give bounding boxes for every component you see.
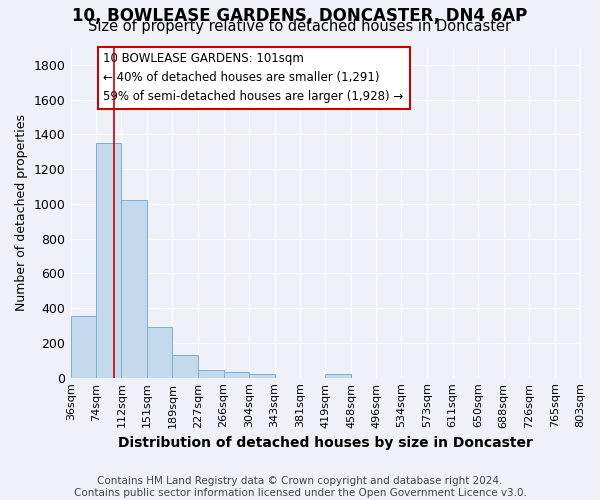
Bar — [249, 374, 275, 378]
Bar — [96, 143, 121, 378]
X-axis label: Distribution of detached houses by size in Doncaster: Distribution of detached houses by size … — [118, 436, 533, 450]
Text: 10 BOWLEASE GARDENS: 101sqm
← 40% of detached houses are smaller (1,291)
59% of : 10 BOWLEASE GARDENS: 101sqm ← 40% of det… — [103, 52, 404, 104]
Text: 10, BOWLEASE GARDENS, DONCASTER, DN4 6AP: 10, BOWLEASE GARDENS, DONCASTER, DN4 6AP — [73, 8, 527, 26]
Bar — [147, 328, 172, 378]
Text: Contains HM Land Registry data © Crown copyright and database right 2024.
Contai: Contains HM Land Registry data © Crown c… — [74, 476, 526, 498]
Text: Size of property relative to detached houses in Doncaster: Size of property relative to detached ho… — [88, 18, 512, 34]
Bar — [71, 316, 96, 378]
Bar — [172, 355, 198, 378]
Bar — [224, 372, 249, 378]
Bar — [325, 374, 351, 378]
Y-axis label: Number of detached properties: Number of detached properties — [15, 114, 28, 311]
Bar — [198, 370, 224, 378]
Bar — [121, 200, 147, 378]
